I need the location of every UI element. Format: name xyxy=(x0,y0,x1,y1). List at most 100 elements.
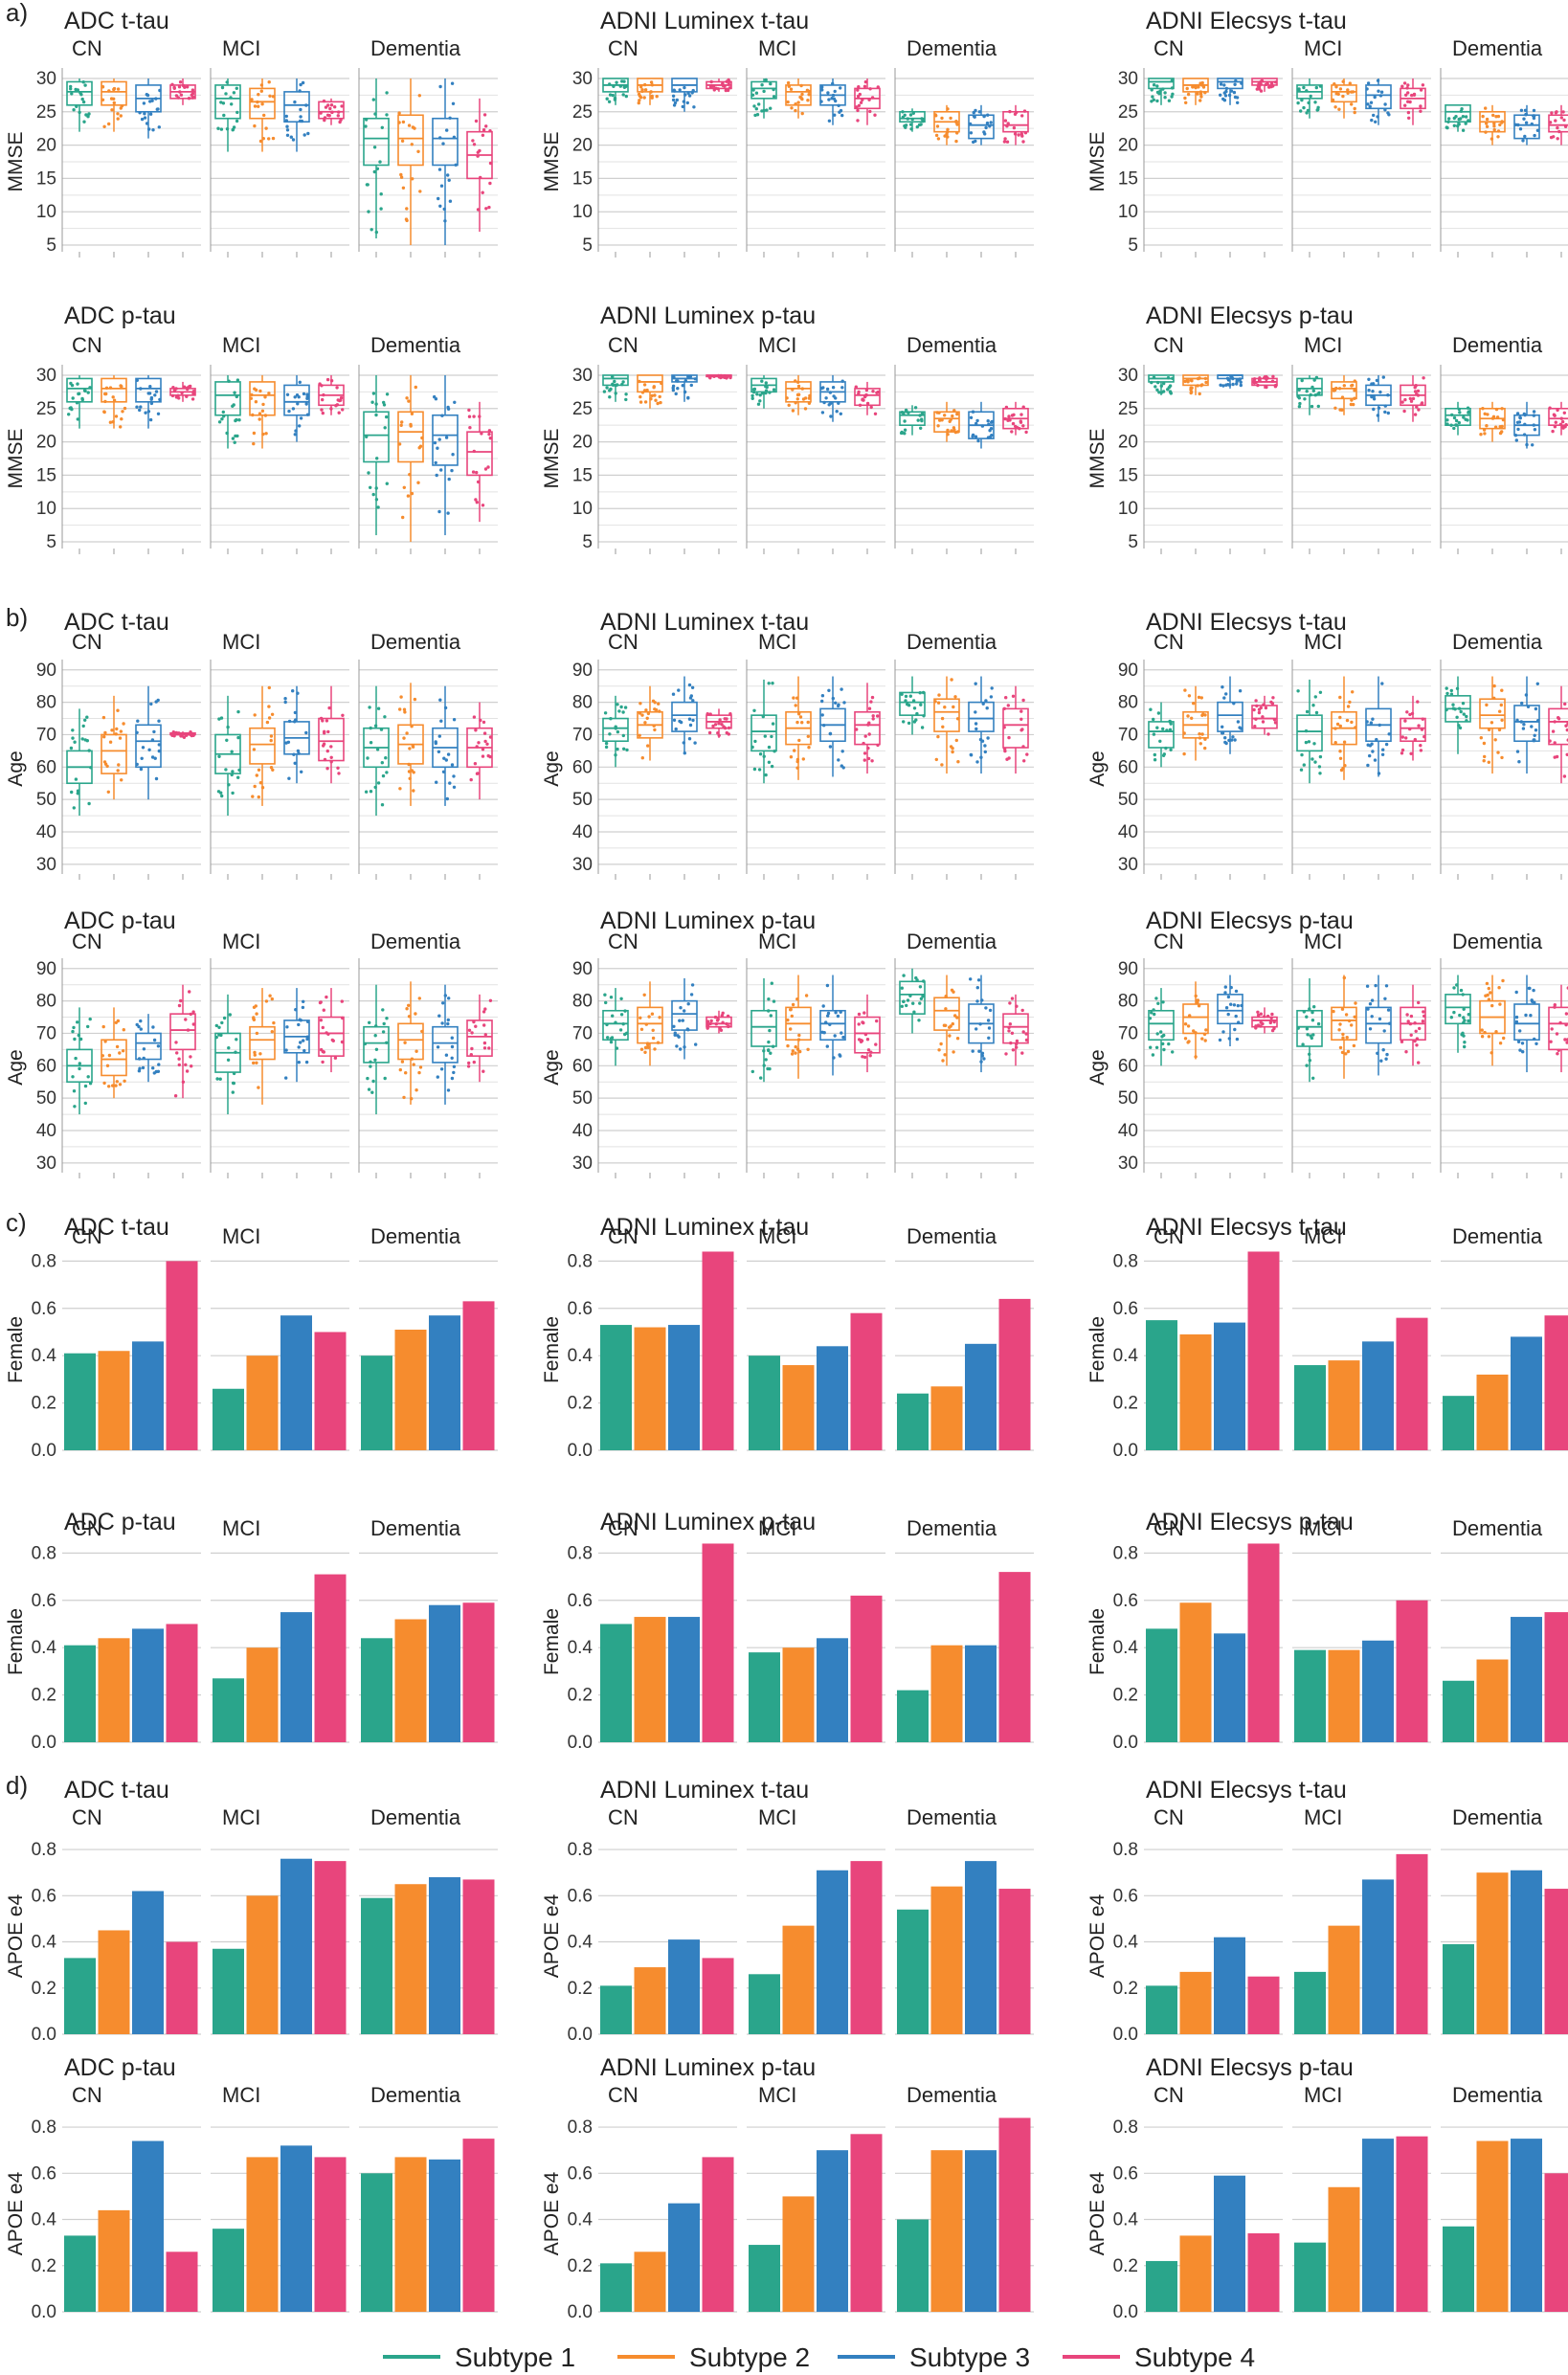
facet-label: CN xyxy=(1154,333,1184,357)
data-point xyxy=(825,387,830,392)
bar xyxy=(314,1861,347,2034)
data-point xyxy=(1515,420,1520,424)
data-point xyxy=(757,768,762,772)
y-tick-label: 80 xyxy=(1118,693,1138,713)
box xyxy=(1296,1009,1323,1047)
data-point xyxy=(606,1036,610,1040)
data-point xyxy=(1530,725,1534,728)
data-point xyxy=(437,437,441,441)
data-point xyxy=(81,100,86,104)
data-point xyxy=(452,785,457,789)
data-point xyxy=(488,437,492,440)
data-point xyxy=(1400,400,1404,404)
facet-label: CN xyxy=(608,630,638,654)
data-point xyxy=(172,85,176,90)
data-point xyxy=(828,731,833,736)
data-point xyxy=(1457,420,1462,425)
data-point xyxy=(1515,750,1520,753)
data-point xyxy=(801,397,806,401)
data-point xyxy=(447,477,451,482)
data-point xyxy=(605,97,609,101)
data-point xyxy=(1457,117,1461,122)
data-point xyxy=(82,120,86,123)
y-tick-label: 0.0 xyxy=(568,1441,593,1461)
bar xyxy=(1511,1336,1542,1450)
data-point xyxy=(232,91,236,95)
bar xyxy=(1179,1971,1212,2034)
data-point xyxy=(105,1064,110,1068)
data-point xyxy=(1317,391,1321,395)
data-point xyxy=(189,1055,192,1059)
bar xyxy=(462,1602,495,1742)
data-point xyxy=(755,113,760,117)
data-point xyxy=(986,736,990,740)
box xyxy=(466,431,493,477)
data-point xyxy=(264,126,268,130)
data-point xyxy=(414,1012,417,1016)
data-point xyxy=(681,1019,684,1022)
data-point xyxy=(1556,137,1559,141)
data-point xyxy=(638,702,642,706)
data-point xyxy=(87,112,91,116)
data-point xyxy=(1020,728,1024,731)
data-point xyxy=(985,706,989,710)
data-point xyxy=(1218,1038,1222,1042)
data-point xyxy=(1372,407,1376,412)
data-point xyxy=(417,1070,421,1075)
data-point xyxy=(1305,390,1309,393)
data-point xyxy=(1531,999,1534,1004)
data-point xyxy=(875,1019,879,1023)
data-point xyxy=(769,81,773,86)
data-point xyxy=(483,1007,487,1011)
data-point xyxy=(1169,391,1173,394)
data-point xyxy=(299,107,302,112)
bar xyxy=(817,1870,848,2034)
data-point xyxy=(1406,110,1411,115)
data-point xyxy=(1521,1050,1525,1054)
data-point xyxy=(152,729,156,734)
data-point xyxy=(903,419,907,423)
data-point xyxy=(717,722,721,726)
data-point xyxy=(951,1021,954,1026)
y-tick-label: 0.8 xyxy=(568,2117,593,2138)
data-point xyxy=(297,1022,301,1027)
data-point xyxy=(906,998,910,1002)
data-point xyxy=(713,723,718,727)
data-point xyxy=(142,1047,146,1051)
y-tick-label: 30 xyxy=(572,855,593,875)
data-point xyxy=(376,505,380,509)
data-point xyxy=(870,695,875,700)
data-point xyxy=(969,415,974,419)
data-point xyxy=(1297,87,1301,91)
data-point xyxy=(1485,424,1489,428)
data-point xyxy=(786,100,790,104)
data-point xyxy=(322,744,325,748)
facet: CN xyxy=(1144,1224,1283,1451)
facet: Dementia xyxy=(359,1224,498,1451)
box xyxy=(101,733,127,774)
data-point xyxy=(1007,415,1011,418)
bar xyxy=(462,2139,495,2312)
panel-title: ADNI Elecsys t-tau xyxy=(1146,609,1347,636)
data-point xyxy=(691,718,695,723)
y-tick-label: 0.4 xyxy=(1113,2210,1139,2230)
facet-label: CN xyxy=(608,1805,638,1829)
data-point xyxy=(1564,1012,1568,1016)
data-point xyxy=(1400,1040,1404,1043)
data-point xyxy=(753,739,757,744)
data-point xyxy=(305,1037,309,1042)
data-point xyxy=(221,410,225,415)
data-point xyxy=(103,1040,107,1043)
data-point xyxy=(987,1036,991,1041)
facet-label: Dementia xyxy=(907,2083,997,2107)
data-point xyxy=(609,1040,614,1044)
y-tick-label: 0.6 xyxy=(1113,1591,1138,1611)
data-point xyxy=(769,1014,773,1018)
data-point xyxy=(1171,1050,1175,1054)
data-point xyxy=(1532,410,1536,414)
data-point xyxy=(1372,113,1376,118)
bar xyxy=(314,2157,347,2312)
